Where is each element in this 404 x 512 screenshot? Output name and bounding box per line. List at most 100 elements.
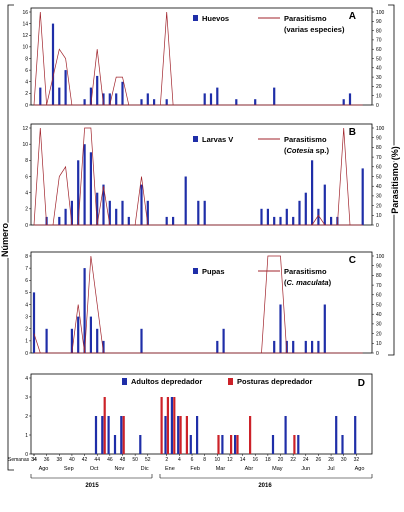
panel-a-ytick-label-3: 6 bbox=[25, 68, 28, 74]
panel-a-ytick-label-4: 8 bbox=[25, 56, 28, 62]
panel-a-y2tick-label-1: 10 bbox=[376, 94, 382, 100]
panel-b-bar-0-26 bbox=[298, 200, 301, 226]
panel-a-bar-0-8 bbox=[108, 93, 111, 105]
panel-b-y2tick-label-3: 30 bbox=[376, 194, 382, 200]
panel-c-ytick-label-5: 5 bbox=[25, 290, 28, 296]
panel-c-y2tick-label-3: 30 bbox=[376, 322, 382, 328]
week-tick-label-0: 34 bbox=[31, 457, 37, 463]
panel-b-bar-0-28 bbox=[311, 160, 314, 225]
panel-d-legend-postures-label: Posturas depredador bbox=[237, 377, 313, 386]
panel-d-bar-1-1 bbox=[122, 416, 125, 454]
left-bracket bbox=[7, 4, 14, 471]
panel-c-ytick-label-3: 3 bbox=[25, 314, 28, 320]
panel-b-bar-0-24 bbox=[285, 208, 288, 225]
panel-c-y2tick-label-1: 10 bbox=[376, 341, 382, 347]
month-label-12: Ago bbox=[355, 466, 365, 472]
panel-b-y2tick-label-4: 40 bbox=[376, 184, 382, 190]
week-axis-label: Semanas bbox=[8, 457, 30, 463]
panel-d-bar-0-3 bbox=[113, 435, 117, 454]
panel-d-legend-postures-swatch bbox=[228, 378, 233, 385]
panel-b-bar-0-17 bbox=[184, 176, 187, 225]
panel-b-y2tick-label-9: 90 bbox=[376, 136, 382, 142]
panel-a-ytick-label-6: 12 bbox=[22, 33, 28, 39]
panel-a-bar-0-9 bbox=[115, 93, 118, 105]
panel-b-y2tick-label-2: 20 bbox=[376, 203, 382, 209]
panel-a-bar-0-15 bbox=[203, 93, 206, 105]
panel-b-bar-0-12 bbox=[127, 216, 130, 225]
panel-d-y-ticks: 0 1 2 3 4 bbox=[25, 376, 31, 458]
panel-a-y2tick-label-9: 90 bbox=[376, 19, 382, 25]
panel-b-bar-0-3 bbox=[70, 200, 73, 226]
week-tick-label-14: 10 bbox=[215, 457, 221, 463]
panel-c-bar-0-4 bbox=[83, 268, 86, 353]
week-tick-label-10: 2 bbox=[165, 457, 168, 463]
panel-b-bar-0-27 bbox=[304, 192, 307, 225]
panel-b-bar-0-13 bbox=[140, 184, 143, 225]
panel-d-bar-0-4 bbox=[120, 416, 123, 454]
week-tick-label-13: 8 bbox=[203, 457, 206, 463]
panel-b-bar-0-22 bbox=[273, 216, 276, 225]
panel-c-bar-0-11 bbox=[273, 340, 276, 353]
panel-a-legend-bar-label: Huevos bbox=[202, 14, 229, 23]
panel-b-bar-0-33 bbox=[361, 168, 364, 225]
panel-d-bar-0-10 bbox=[196, 416, 199, 454]
panel-d-bar-0-1 bbox=[101, 416, 104, 454]
panel-c-y2tick-label-0: 0 bbox=[376, 351, 379, 357]
panel-b-bar-0-16 bbox=[172, 216, 175, 225]
panel-c-ytick-label-8: 8 bbox=[25, 254, 28, 260]
week-tick-label-18: 18 bbox=[265, 457, 271, 463]
week-tick-label-9: 52 bbox=[145, 457, 151, 463]
panel-a-bar-0-17 bbox=[216, 87, 219, 105]
week-tick-label-21: 24 bbox=[303, 457, 309, 463]
panel-b-ytick-label-3: 6 bbox=[25, 174, 28, 180]
panel-d-bar-0-9 bbox=[189, 435, 192, 454]
x-axis: Semanas 34 36 38 40 42 44 46 48 50 52 2 4 6 8 10 12 14 16… bbox=[8, 454, 373, 489]
week-tick-label-1: 36 bbox=[44, 457, 50, 463]
panel-d-bar-1-8 bbox=[230, 435, 233, 454]
panel-b-bar-0-31 bbox=[330, 216, 333, 225]
panel-d-bars bbox=[94, 397, 357, 454]
month-label-5: Ene bbox=[165, 466, 175, 472]
panel-c-bar-0-18 bbox=[323, 304, 326, 353]
panel-a-letter: A bbox=[349, 11, 356, 22]
panel-c-parasitism-line bbox=[33, 255, 363, 354]
week-tick-label-6: 46 bbox=[107, 457, 113, 463]
panel-b-bar-0-11 bbox=[121, 200, 124, 226]
panel-b-bar-0-4 bbox=[77, 160, 80, 225]
panel-a-legend-line-label-1: Parasitismo bbox=[284, 14, 327, 23]
month-label-8: Abr bbox=[245, 466, 254, 472]
panel-b-y2tick-label-8: 80 bbox=[376, 145, 382, 151]
week-tick-label-8: 50 bbox=[132, 457, 138, 463]
panel-c-bar-0-3 bbox=[77, 316, 80, 353]
month-labels: Ago Sep Oct Nov Dic Ene Feb Mar Abr May Jun Jul Ago bbox=[39, 466, 365, 472]
panel-a-bar-0-7 bbox=[102, 93, 105, 105]
panel-c-bar-0-9 bbox=[216, 340, 219, 353]
panel-a-bar-0-4 bbox=[83, 99, 86, 105]
panel-b-bar-0-18 bbox=[197, 200, 200, 226]
panel-b-bar-0-25 bbox=[292, 216, 295, 225]
panel-b-bar-0-2 bbox=[64, 208, 67, 225]
panel-b-bar-0-9 bbox=[108, 200, 111, 226]
week-ticks: 34 36 38 40 42 44 46 48 50 52 2 4 6 8 10 12 14 16 18 20 22 24… bbox=[31, 454, 359, 463]
week-tick-label-2: 38 bbox=[57, 457, 63, 463]
panel-b-bar-0-21 bbox=[266, 208, 269, 225]
panel-a-y2tick-label-4: 40 bbox=[376, 66, 382, 72]
week-tick-label-15: 12 bbox=[227, 457, 233, 463]
panel-b-bar-0-14 bbox=[146, 200, 149, 226]
week-tick-label-12: 6 bbox=[191, 457, 194, 463]
month-label-10: Jun bbox=[301, 466, 310, 472]
panel-b-bars bbox=[45, 144, 364, 226]
panel-c-ytick-label-6: 6 bbox=[25, 278, 28, 284]
panel-a-y2tick-label-7: 70 bbox=[376, 38, 382, 44]
panel-a-ytick-label-1: 2 bbox=[25, 91, 28, 97]
panel-d-bar-0-12 bbox=[234, 435, 237, 454]
panel-c-y2tick-label-6: 60 bbox=[376, 293, 382, 299]
panel-a-parasitism-line bbox=[33, 11, 363, 106]
panel-d-legend-adults-swatch bbox=[122, 378, 127, 385]
month-label-0: Ago bbox=[39, 466, 49, 472]
panel-d-bar-0-6 bbox=[164, 416, 167, 454]
panel-b-bar-0-15 bbox=[165, 216, 168, 225]
panel-a-bar-0-22 bbox=[348, 93, 352, 105]
panel-a-y2tick-label-2: 20 bbox=[376, 84, 382, 90]
week-tick-label-7: 48 bbox=[120, 457, 126, 463]
